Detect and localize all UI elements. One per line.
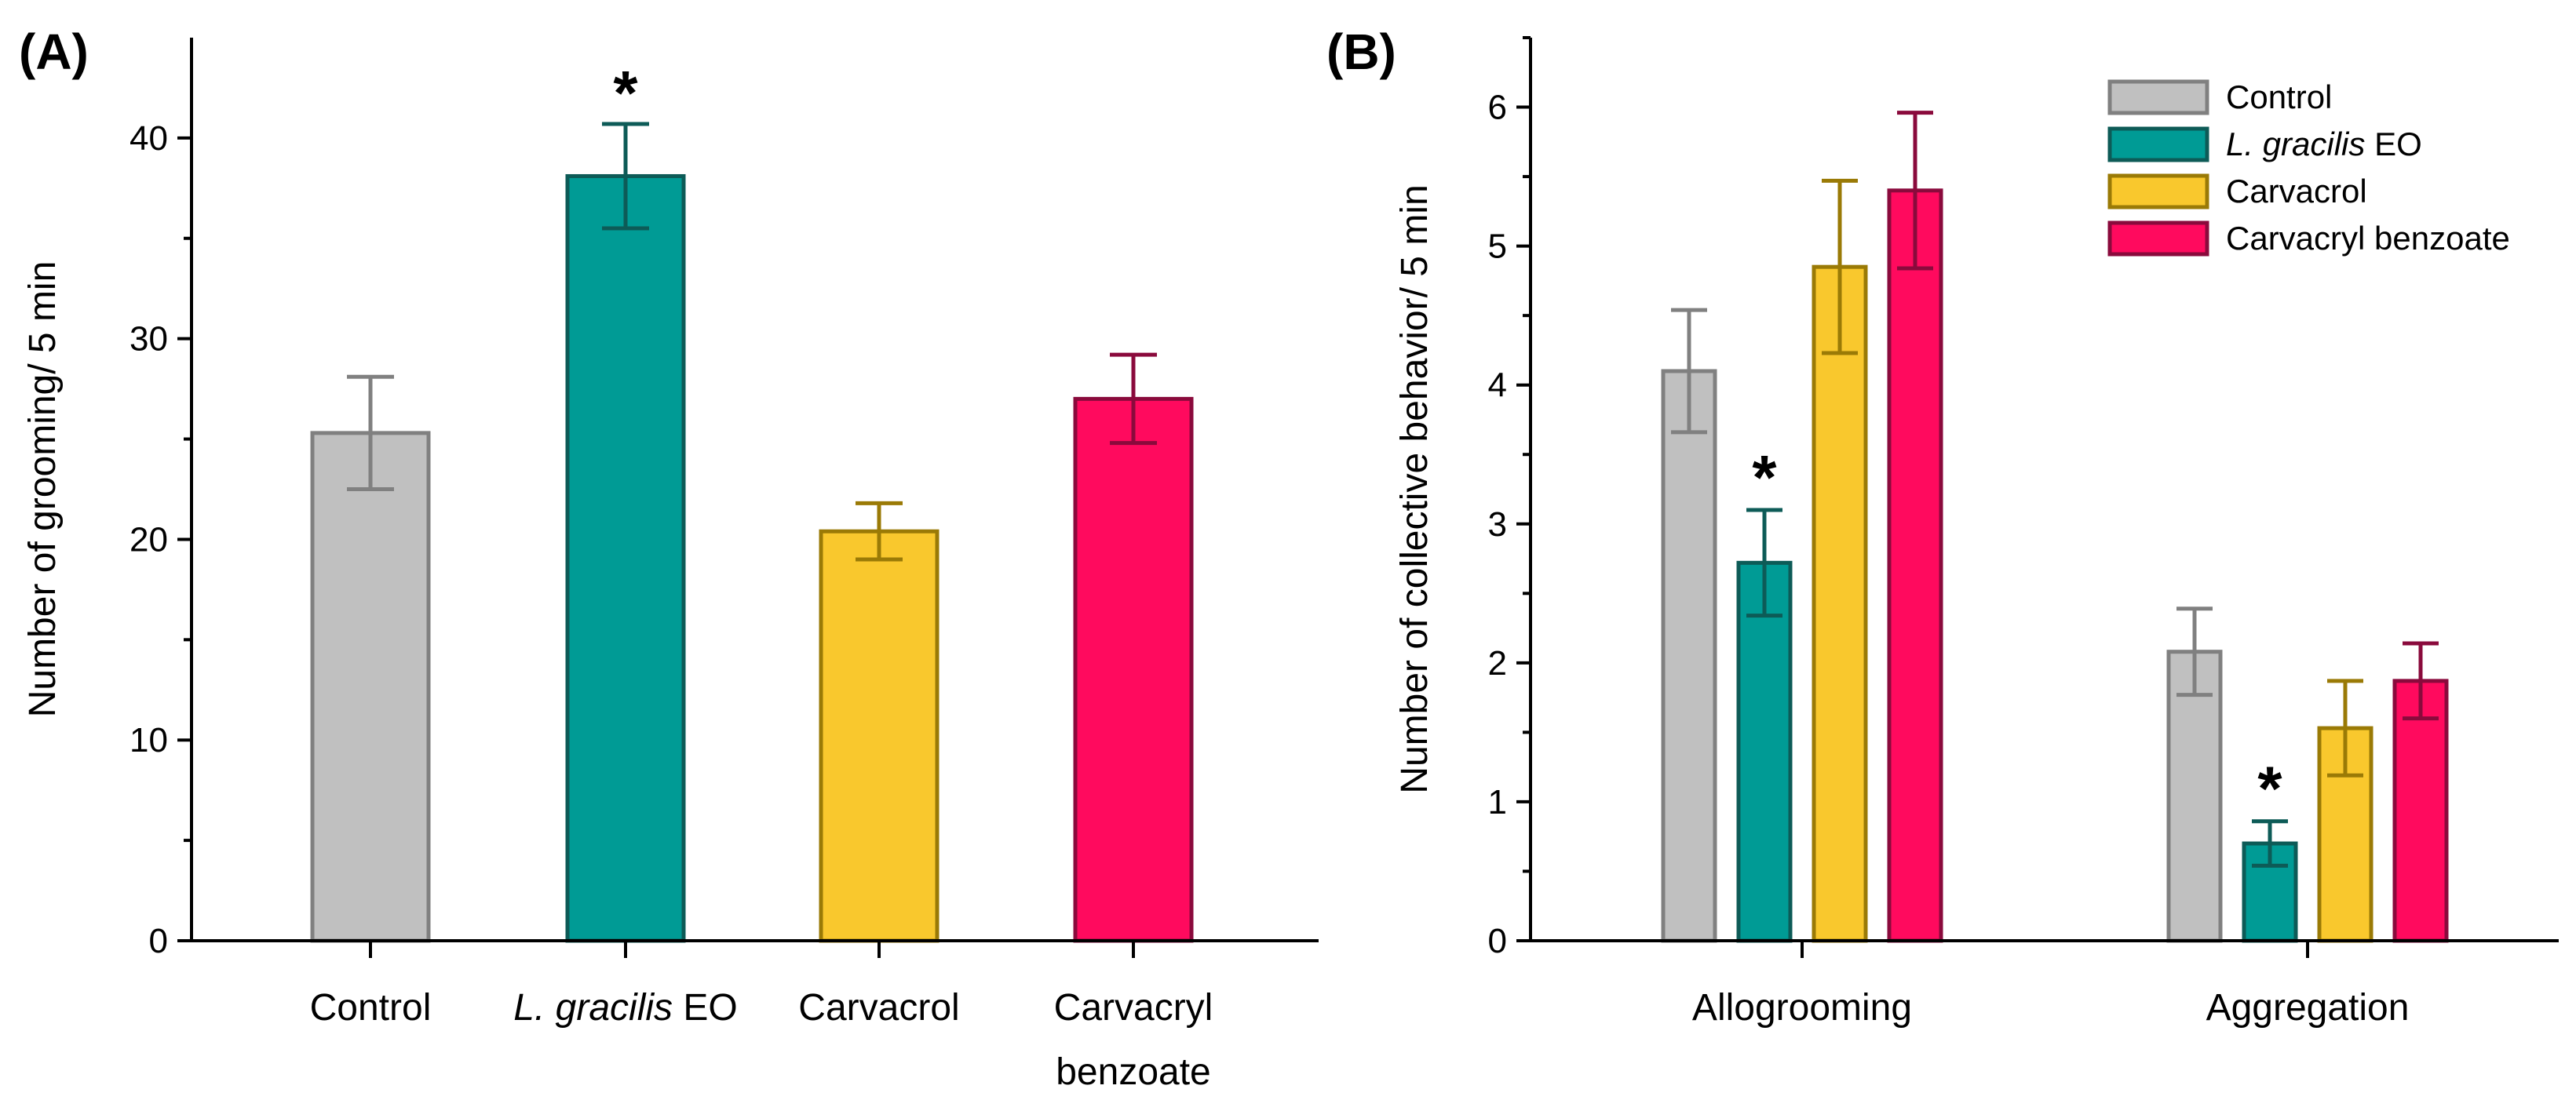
bar-b-s0-c1 bbox=[2166, 650, 2223, 943]
y-tick-label-a-1: 10 bbox=[130, 721, 168, 759]
y-tick-label-a-0: 0 bbox=[149, 922, 168, 960]
panel-b-label: (B) bbox=[1326, 24, 1396, 80]
bar-a-1 bbox=[565, 173, 686, 943]
legend-swatch-2 bbox=[2107, 173, 2209, 209]
y-tick-label-a-2: 20 bbox=[130, 520, 168, 559]
significance-b-s1-c0: * bbox=[1752, 443, 1777, 512]
legend-label-1: L. gracilis EO bbox=[2226, 126, 2422, 162]
legend-swatch-3 bbox=[2107, 220, 2209, 257]
panel-b-chart: (B) * * 0 1 2 3 4 5 6 Allogrooming Aggregation Numbe… bbox=[1326, 24, 2559, 1029]
y-tick-label-b-4: 4 bbox=[1488, 366, 1507, 405]
x-tick-label-a-2-0: Carvacrol bbox=[798, 987, 959, 1029]
y-tick-label-b-6: 6 bbox=[1488, 89, 1507, 127]
x-tick-label-a-3-1-part-0: benzoate bbox=[1056, 1051, 1211, 1093]
x-tick-label-b-1: Aggregation bbox=[2206, 987, 2410, 1029]
x-tick-label-a-3-1: benzoate bbox=[1056, 1051, 1211, 1093]
bar-a-3 bbox=[1073, 396, 1194, 943]
bar-b-s3-c0 bbox=[1887, 188, 1943, 943]
legend-label-2-part-0: Carvacrol bbox=[2226, 173, 2367, 209]
bar-a-2 bbox=[819, 529, 940, 943]
y-axis-label-b: Number of collective behavior/ 5 min bbox=[1394, 184, 1436, 793]
x-tick-label-a-2-0-part-0: Carvacrol bbox=[798, 987, 959, 1029]
panel-a-label: (A) bbox=[19, 24, 89, 80]
y-tick-label-b-3: 3 bbox=[1488, 505, 1507, 544]
x-tick-label-a-1-0-part-1: EO bbox=[673, 987, 738, 1029]
x-tick-label-a-1-0: L. gracilis EO bbox=[513, 987, 737, 1029]
legend-label-2: Carvacrol bbox=[2226, 173, 2367, 209]
y-tick-label-a-3: 30 bbox=[130, 320, 168, 359]
x-tick-label-a-0-0-part-0: Control bbox=[310, 987, 432, 1029]
x-tick-label-a-3-0: Carvacryl bbox=[1054, 987, 1213, 1029]
y-tick-label-b-2: 2 bbox=[1488, 644, 1507, 683]
legend-label-0-part-0: Control bbox=[2226, 78, 2332, 115]
panel-a-chart: (A) * 0 10 20 30 40 Control L. gracilis EO Carvac… bbox=[19, 24, 1319, 1093]
significance-a-1: * bbox=[613, 58, 638, 128]
bar-a-0 bbox=[310, 431, 431, 943]
y-axis-label-a: Number of grooming/ 5 min bbox=[22, 261, 64, 718]
y-tick-label-b-5: 5 bbox=[1488, 228, 1507, 266]
legend-label-1-part-0: L. gracilis bbox=[2226, 126, 2365, 162]
significance-b-s1-c1: * bbox=[2257, 754, 2282, 824]
bar-b-s0-c0 bbox=[1661, 369, 1717, 943]
bar-b-s2-c0 bbox=[1812, 264, 1868, 943]
x-tick-label-a-1-0-part-0: L. gracilis bbox=[513, 987, 673, 1029]
x-tick-label-b-0: Allogrooming bbox=[1692, 987, 1912, 1029]
legend-b: Control L. gracilis EO Carvacrol Carvacryl … bbox=[2107, 78, 2510, 257]
legend-swatch-1 bbox=[2107, 126, 2209, 162]
legend-label-3-part-0: Carvacryl benzoate bbox=[2226, 220, 2510, 257]
legend-label-1-part-1: EO bbox=[2365, 126, 2421, 162]
y-tick-label-a-4: 40 bbox=[130, 119, 168, 158]
x-tick-label-a-0-0: Control bbox=[310, 987, 432, 1029]
y-tick-label-b-0: 0 bbox=[1488, 922, 1507, 960]
legend-label-0: Control bbox=[2226, 78, 2332, 115]
bar-b-s1-c0 bbox=[1736, 560, 1793, 943]
legend-swatch-0 bbox=[2107, 79, 2209, 115]
x-tick-label-a-3-0-part-0: Carvacryl bbox=[1054, 987, 1213, 1029]
y-tick-label-b-1: 1 bbox=[1488, 783, 1507, 821]
legend-label-3: Carvacryl benzoate bbox=[2226, 220, 2510, 257]
